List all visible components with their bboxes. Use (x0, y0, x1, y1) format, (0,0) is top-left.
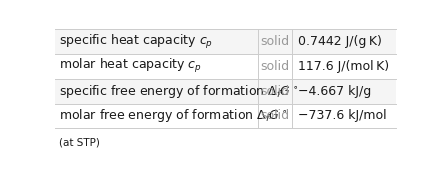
Text: molar free energy of formation $\Delta_f G^\circ$: molar free energy of formation $\Delta_f… (59, 107, 287, 124)
Text: molar heat capacity $c_p$: molar heat capacity $c_p$ (59, 57, 202, 76)
Bar (55, 79, 396, 104)
Bar (55, 29, 396, 54)
Text: −737.6 kJ/mol: −737.6 kJ/mol (298, 109, 387, 122)
Text: 0.7442 J/(g K): 0.7442 J/(g K) (298, 35, 382, 48)
Text: specific free energy of formation $\Delta_f G^\circ$: specific free energy of formation $\Delt… (59, 83, 298, 100)
Text: −4.667 kJ/g: −4.667 kJ/g (298, 85, 371, 98)
Text: solid: solid (260, 85, 290, 98)
Text: solid: solid (260, 35, 290, 48)
Bar (55, 104, 396, 128)
Text: solid: solid (260, 109, 290, 122)
Text: specific heat capacity $c_p$: specific heat capacity $c_p$ (59, 33, 213, 51)
Text: (at STP): (at STP) (59, 138, 100, 148)
Text: 117.6 J/(mol K): 117.6 J/(mol K) (298, 60, 389, 73)
Text: solid: solid (260, 60, 290, 73)
Bar (55, 54, 396, 79)
